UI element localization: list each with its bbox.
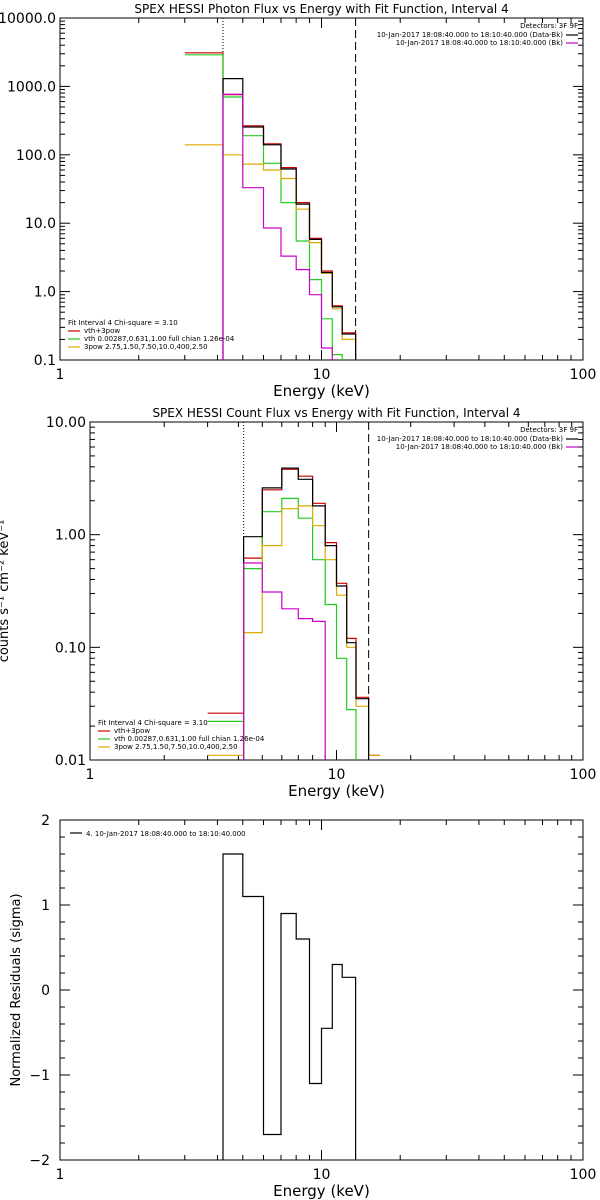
y-tick-label: 1: [41, 898, 50, 914]
y-axis-label: counts s⁻¹ cm⁻² keV⁻¹: [0, 520, 12, 663]
series-bk: [222, 93, 333, 360]
fit-legend-label: vth 0.00287,0.631,1.00 full chian 1.26e-…: [84, 335, 235, 343]
y-tick-label: −2: [29, 1153, 50, 1169]
fit-legend-label: vth 0.00287,0.631,1.00 full chian 1.26e-…: [114, 735, 265, 743]
series-data-bk: [243, 467, 370, 760]
legend-detectors: Detectors: 3F 9F: [520, 426, 578, 434]
x-tick-label: 10: [328, 767, 346, 783]
y-tick-label: 100.0: [16, 148, 56, 164]
x-tick-label: 100: [570, 1167, 597, 1183]
legend-entry-label: 10-Jan-2017 18:08:40.000 to 18:10:40.000…: [396, 443, 564, 451]
y-tick-label: −1: [29, 1068, 50, 1084]
x-tick-label: 1: [56, 1167, 65, 1183]
y-tick-label: 1.00: [55, 528, 86, 544]
series-3pow: [184, 144, 357, 360]
x-tick-label: 1: [56, 367, 65, 383]
plot-frame: [59, 819, 584, 1161]
series-vth-3pow: [207, 468, 380, 756]
series-vth: [207, 497, 357, 760]
y-tick-label: 0: [41, 983, 50, 999]
x-axis-label: Energy (keV): [273, 1182, 370, 1200]
y-tick-label: 1.0: [34, 285, 56, 301]
y-axis-label: Normalized Residuals (sigma): [9, 893, 24, 1086]
x-tick-label: 1: [86, 767, 95, 783]
chart-title: SPEX HESSI Count Flux vs Energy with Fit…: [152, 406, 520, 420]
y-tick-label: 10000.0: [0, 11, 56, 27]
series-vth-3pow: [184, 52, 357, 360]
legend-detectors: Detectors: 3F 9F: [520, 22, 578, 30]
legend-label: 4. 10-Jan-2017 18:08:40.000 to 18:10:40.…: [86, 830, 246, 838]
x-axis-label: Energy (keV): [288, 782, 385, 800]
series-group: [207, 467, 380, 760]
x-axis-label: Energy (keV): [273, 382, 370, 400]
fit-legend-label: vth+3pow: [114, 727, 150, 735]
fit-legend-header: Fit Interval 4 Chi-square = 3.10: [68, 319, 178, 327]
legend-entry-label: 10-Jan-2017 18:08:40.000 to 18:10:40.000…: [377, 31, 564, 39]
y-tick-label: 0.01: [55, 753, 86, 769]
y-tick-label: 10.00: [46, 415, 86, 431]
fit-legend-label: 3pow 2.75,1.50,7.50,10.0,400,2.50: [114, 743, 238, 751]
legend-entry-label: 10-Jan-2017 18:08:40.000 to 18:10:40.000…: [377, 435, 564, 443]
series-group: [184, 52, 357, 360]
x-tick-label: 10: [313, 367, 331, 383]
chart-title: SPEX HESSI Photon Flux vs Energy with Fi…: [134, 2, 508, 16]
y-tick-label: 1000.0: [7, 79, 56, 95]
series-bk: [243, 562, 326, 760]
y-tick-label: 10.0: [25, 216, 56, 232]
series-4-10-jan-2017-18-08-40-000-to-18-10-40-000: [222, 853, 357, 1160]
series-group: [222, 853, 357, 1160]
fit-legend-label: 3pow 2.75,1.50,7.50,10.0,400,2.50: [84, 343, 208, 351]
y-tick-label: 0.1: [34, 353, 56, 369]
series-vth: [184, 54, 343, 360]
legend-entry-label: 10-Jan-2017 18:08:40.000 to 18:10:40.000…: [396, 39, 564, 47]
fit-legend-label: vth+3pow: [84, 327, 120, 335]
x-tick-label: 100: [570, 367, 597, 383]
fit-legend-header: Fit Interval 4 Chi-square = 3.10: [98, 719, 208, 727]
series-3pow: [207, 505, 380, 756]
x-tick-label: 100: [570, 767, 597, 783]
y-tick-label: 0.10: [55, 640, 86, 656]
y-tick-label: 2: [41, 813, 50, 829]
x-tick-label: 10: [313, 1167, 331, 1183]
